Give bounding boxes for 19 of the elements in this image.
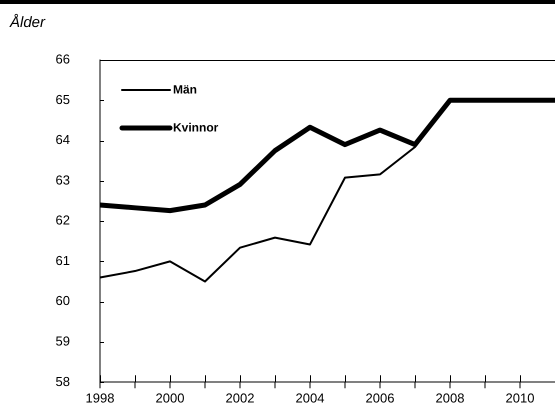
y-tick-label: 65 (56, 92, 70, 107)
y-tick-label: 59 (56, 334, 70, 349)
legend-label: Män (173, 82, 197, 96)
x-tick-label: 2002 (226, 390, 254, 406)
y-tick-label: 64 (56, 132, 70, 148)
y-tick-label: 60 (56, 293, 70, 308)
y-tick-label: 62 (56, 212, 70, 228)
x-tick-label: 2006 (366, 390, 394, 406)
y-axis-title: Ålder (9, 13, 46, 32)
x-tick-label: 2004 (296, 390, 324, 406)
y-tick-label: 66 (56, 52, 70, 67)
y-tick-label: 63 (56, 172, 70, 188)
y-tick-label: 58 (56, 374, 70, 389)
legend-label: Kvinnor (173, 120, 219, 134)
x-tick-label: 2010 (506, 390, 534, 406)
x-tick-label: 2008 (436, 390, 464, 406)
x-tick-label: 1998 (86, 390, 114, 406)
x-tick-label: 2000 (156, 390, 184, 406)
y-tick-label: 61 (56, 252, 70, 268)
